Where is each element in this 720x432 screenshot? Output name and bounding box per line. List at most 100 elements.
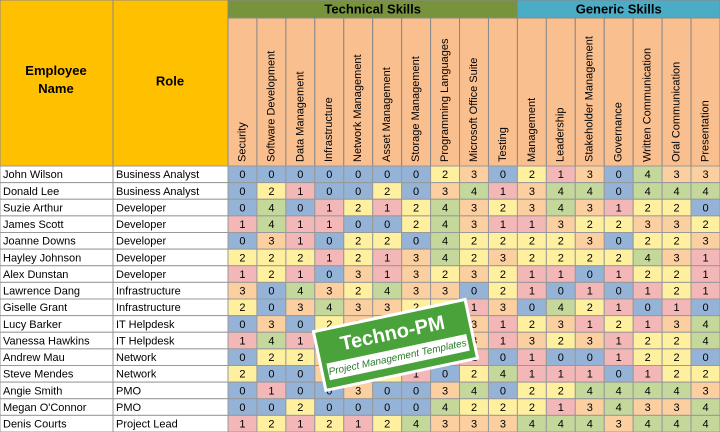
skill-header bbox=[401, 17, 432, 167]
score: 0 bbox=[326, 169, 332, 181]
score: 1 bbox=[529, 286, 535, 298]
score: 4 bbox=[413, 419, 419, 431]
employee-name: Alex Dunstan bbox=[3, 269, 68, 281]
score: 1 bbox=[702, 269, 708, 281]
watermark-band bbox=[326, 333, 470, 381]
group-title: Generic Skills bbox=[576, 1, 662, 16]
score: 1 bbox=[616, 202, 622, 214]
score: 1 bbox=[268, 385, 274, 397]
score: 0 bbox=[529, 302, 535, 314]
score: 3 bbox=[471, 219, 477, 231]
score: 0 bbox=[297, 169, 303, 181]
score: 2 bbox=[413, 202, 419, 214]
score: 0 bbox=[239, 202, 245, 214]
score: 4 bbox=[500, 369, 506, 381]
score: 2 bbox=[674, 236, 680, 248]
score: 0 bbox=[326, 186, 332, 198]
score: 2 bbox=[471, 236, 477, 248]
group-title: Technical Skills bbox=[324, 1, 421, 16]
score: 2 bbox=[268, 186, 274, 198]
score: 3 bbox=[529, 186, 535, 198]
role-name: Developer bbox=[116, 219, 166, 231]
role-name: Infrastructure bbox=[116, 302, 181, 314]
watermark: Techno-PM Project Management Templates bbox=[311, 297, 480, 393]
score: 4 bbox=[442, 219, 448, 231]
score: 2 bbox=[355, 202, 361, 214]
score: 4 bbox=[384, 286, 390, 298]
score: 0 bbox=[239, 236, 245, 248]
score: 3 bbox=[587, 236, 593, 248]
skill-name: Infrastructure bbox=[323, 97, 335, 162]
score: 2 bbox=[326, 319, 332, 331]
employee-name: Lawrence Dang bbox=[3, 286, 80, 298]
score: 1 bbox=[616, 302, 622, 314]
score: 3 bbox=[297, 302, 303, 314]
score: 2 bbox=[529, 319, 535, 331]
score: 0 bbox=[239, 186, 245, 198]
score: 0 bbox=[413, 169, 419, 181]
score: 2 bbox=[645, 236, 651, 248]
score: 2 bbox=[384, 419, 390, 431]
score: 0 bbox=[616, 286, 622, 298]
score: 4 bbox=[558, 186, 564, 198]
score: 3 bbox=[268, 319, 274, 331]
score: 4 bbox=[674, 186, 680, 198]
score: 3 bbox=[500, 419, 506, 431]
skill-header bbox=[516, 17, 547, 167]
role-name: Developer bbox=[116, 202, 166, 214]
score: 3 bbox=[645, 219, 651, 231]
score: 2 bbox=[384, 236, 390, 248]
score: 1 bbox=[297, 419, 303, 431]
score: 2 bbox=[529, 169, 535, 181]
score: 3 bbox=[674, 402, 680, 414]
score: 1 bbox=[645, 369, 651, 381]
skill-name: Security bbox=[236, 122, 248, 162]
score: 2 bbox=[413, 302, 419, 314]
score: 4 bbox=[645, 186, 651, 198]
score: 0 bbox=[616, 236, 622, 248]
employee-name: John Wilson bbox=[3, 169, 63, 181]
score: 1 bbox=[616, 269, 622, 281]
score: 2 bbox=[702, 369, 708, 381]
score: 1 bbox=[297, 186, 303, 198]
score: 4 bbox=[702, 335, 708, 347]
score: 3 bbox=[471, 319, 477, 331]
role-name: Network bbox=[116, 352, 157, 364]
score: 4 bbox=[529, 419, 535, 431]
skill-name: Microsoft Office Suite bbox=[468, 58, 480, 162]
score: 2 bbox=[558, 236, 564, 248]
score: 1 bbox=[529, 352, 535, 364]
employee-name: Steve Mendes bbox=[3, 369, 74, 381]
role-header: Role bbox=[156, 73, 184, 88]
score: 1 bbox=[500, 319, 506, 331]
score: 4 bbox=[587, 419, 593, 431]
score: 2 bbox=[326, 419, 332, 431]
score: 1 bbox=[702, 286, 708, 298]
skill-header bbox=[603, 17, 634, 167]
score: 3 bbox=[442, 286, 448, 298]
score: 4 bbox=[702, 319, 708, 331]
score: 2 bbox=[616, 319, 622, 331]
score: 2 bbox=[355, 236, 361, 248]
header-background bbox=[0, 0, 229, 167]
score: 2 bbox=[500, 402, 506, 414]
score: 3 bbox=[239, 286, 245, 298]
score: 0 bbox=[616, 186, 622, 198]
score: 3 bbox=[471, 419, 477, 431]
score: 2 bbox=[239, 252, 245, 264]
score: 1 bbox=[616, 335, 622, 347]
role-name: Infrastructure bbox=[116, 286, 181, 298]
score: 4 bbox=[558, 302, 564, 314]
skill-name: Governance bbox=[613, 102, 625, 162]
score: 0 bbox=[616, 169, 622, 181]
score: 0 bbox=[268, 302, 274, 314]
score: 2 bbox=[413, 219, 419, 231]
score: 1 bbox=[413, 369, 419, 381]
score: 2 bbox=[645, 269, 651, 281]
score: 3 bbox=[442, 385, 448, 397]
score: 2 bbox=[239, 369, 245, 381]
score: 0 bbox=[587, 352, 593, 364]
score: 3 bbox=[413, 252, 419, 264]
skill-header bbox=[430, 17, 461, 167]
